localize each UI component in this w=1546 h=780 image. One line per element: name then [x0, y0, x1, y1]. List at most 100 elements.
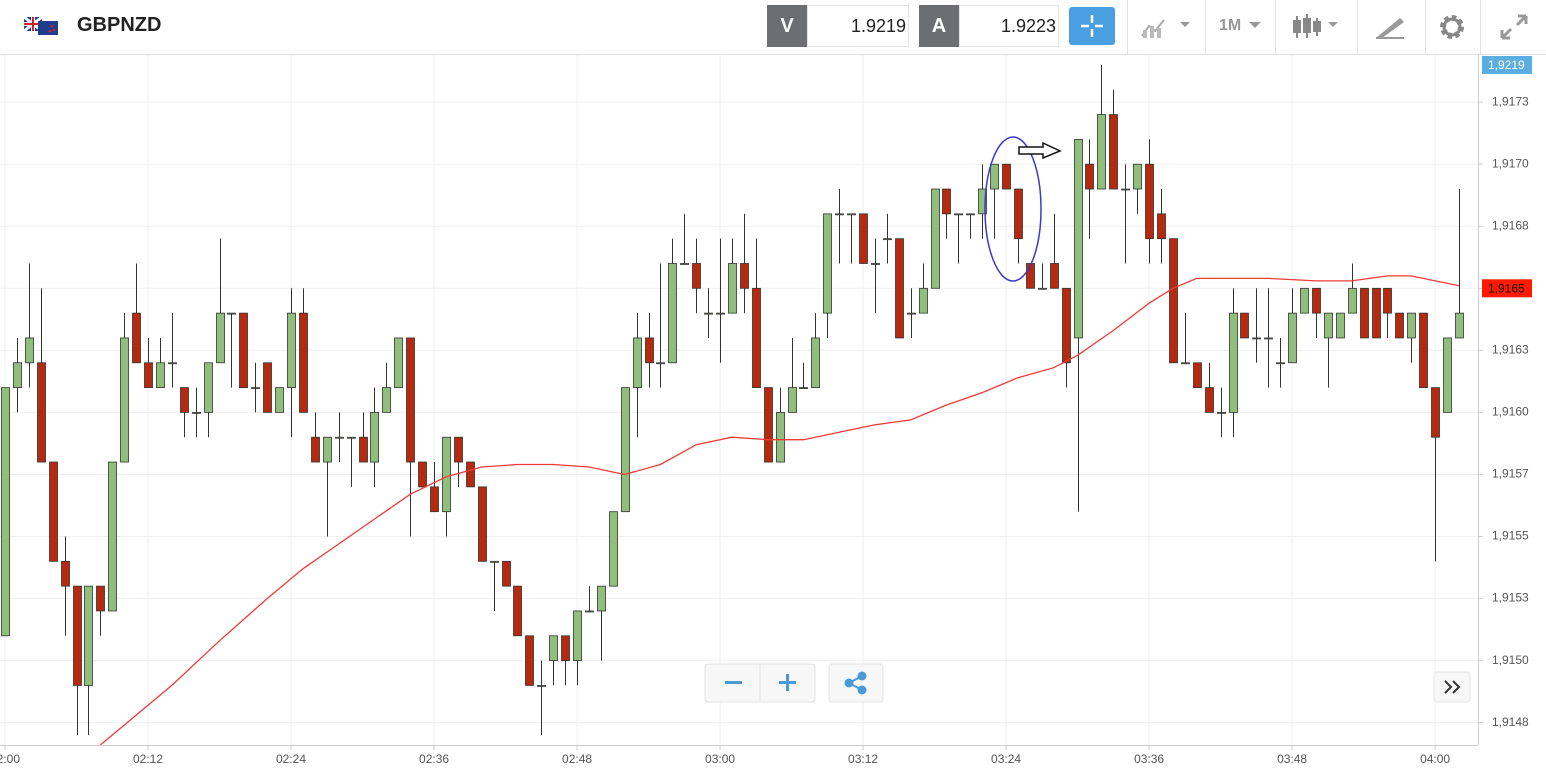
candle-body [656, 362, 665, 365]
candle-body [180, 387, 189, 413]
candle-body [525, 635, 534, 686]
candle-body [73, 585, 82, 686]
candle-body [1312, 287, 1321, 314]
candle-body [1014, 188, 1023, 240]
y-tick-label: 1,9170 [1492, 156, 1529, 170]
candle-body [347, 436, 356, 439]
x-tick-label: 03:48 [1277, 752, 1307, 766]
candle-body [859, 213, 868, 264]
candle-body [1050, 263, 1059, 289]
candle-body [609, 511, 618, 587]
candle-body [1360, 287, 1369, 339]
x-tick-label: 02:12 [133, 752, 163, 766]
candle-body [311, 436, 320, 463]
x-tick-label: 03:12 [848, 752, 878, 766]
draw-button[interactable] [1374, 14, 1406, 40]
candle-body [1157, 213, 1166, 240]
candle-body [323, 436, 332, 463]
candle-body [466, 461, 475, 488]
candle-body [1193, 362, 1202, 388]
candle-body [37, 362, 46, 463]
buy-price[interactable]: 1.9223 [959, 5, 1059, 47]
candle-body [835, 213, 844, 216]
y-tick-label: 1,9168 [1492, 218, 1529, 232]
candle-body [871, 263, 880, 265]
crosshair-button[interactable] [1069, 7, 1115, 45]
chart-type-button[interactable] [1290, 12, 1340, 42]
candle-body [537, 685, 546, 687]
candle-body [680, 263, 689, 265]
last-price-label: 1,9165 [1488, 281, 1525, 295]
candle-body [788, 387, 797, 413]
buy-button[interactable]: A [919, 5, 959, 47]
candle-body [597, 585, 606, 612]
candle-body [1062, 287, 1071, 364]
candle-body [1264, 337, 1273, 340]
candle-body [645, 337, 654, 364]
y-tick-label: 1,9150 [1492, 653, 1529, 667]
candle-body [942, 188, 951, 215]
candle-body [168, 362, 177, 365]
candle-body [204, 362, 213, 413]
candle-body [96, 585, 105, 612]
candle-body [573, 610, 582, 662]
candle-body [1395, 312, 1404, 339]
candle-body [251, 387, 260, 389]
candle-body [359, 436, 368, 463]
candle-body [1145, 163, 1154, 240]
last-price-tag [1482, 279, 1532, 298]
candle-body [823, 213, 832, 314]
candle-body [1109, 114, 1118, 190]
candle-body [1074, 138, 1083, 339]
candle-body [1097, 114, 1106, 190]
fullscreen-button[interactable] [1498, 12, 1530, 42]
zoom-controls [704, 663, 1471, 703]
timeframe[interactable]: 1M [1219, 17, 1242, 34]
candle-body [907, 312, 916, 315]
candle-body [1336, 312, 1345, 339]
candle-body [883, 238, 892, 241]
candle-body [1276, 362, 1285, 365]
candle-body [1240, 312, 1249, 339]
share-icon[interactable] [844, 671, 867, 695]
candle-body [502, 560, 511, 587]
zoom-out[interactable] [725, 681, 742, 684]
top-price-tag [1482, 56, 1532, 74]
moving-average-line [99, 275, 1460, 745]
candle-body [1431, 387, 1440, 438]
candle-body [811, 337, 820, 388]
candle-body [895, 238, 904, 339]
x-tick-label: 02:36 [419, 752, 449, 766]
candle-body [263, 362, 272, 413]
settings-button[interactable] [1437, 12, 1467, 42]
zoom-in[interactable] [779, 674, 796, 691]
x-tick-label: 02:24 [276, 752, 306, 766]
candle-body [1121, 188, 1130, 191]
y-tick-label: 1,9173 [1492, 94, 1529, 108]
candle-body [144, 362, 153, 388]
candle-body [1133, 163, 1142, 190]
candle-body [1002, 163, 1011, 190]
annotation-ellipse [984, 136, 1042, 282]
candle-body [966, 213, 975, 216]
sell-button[interactable]: V [767, 5, 807, 47]
candle-body [585, 610, 594, 613]
plot [1, 64, 1464, 745]
candle-body [1372, 287, 1381, 339]
candle-body [454, 436, 463, 463]
candle-body [120, 337, 129, 463]
candle-body [1181, 362, 1190, 365]
candle-body [442, 436, 451, 513]
indicator-button[interactable] [1140, 14, 1196, 40]
candle-body [1288, 312, 1297, 364]
sell-price[interactable]: 1.9219 [807, 5, 909, 47]
candle-body [692, 263, 701, 289]
x-tick-label: 02:00 [0, 752, 20, 766]
scroll-icon [1444, 680, 1461, 694]
symbol: GBPNZD [77, 14, 162, 36]
candle-body [716, 312, 725, 315]
candle-body [764, 387, 773, 463]
candle-body [513, 585, 522, 637]
candle-body [430, 486, 439, 513]
